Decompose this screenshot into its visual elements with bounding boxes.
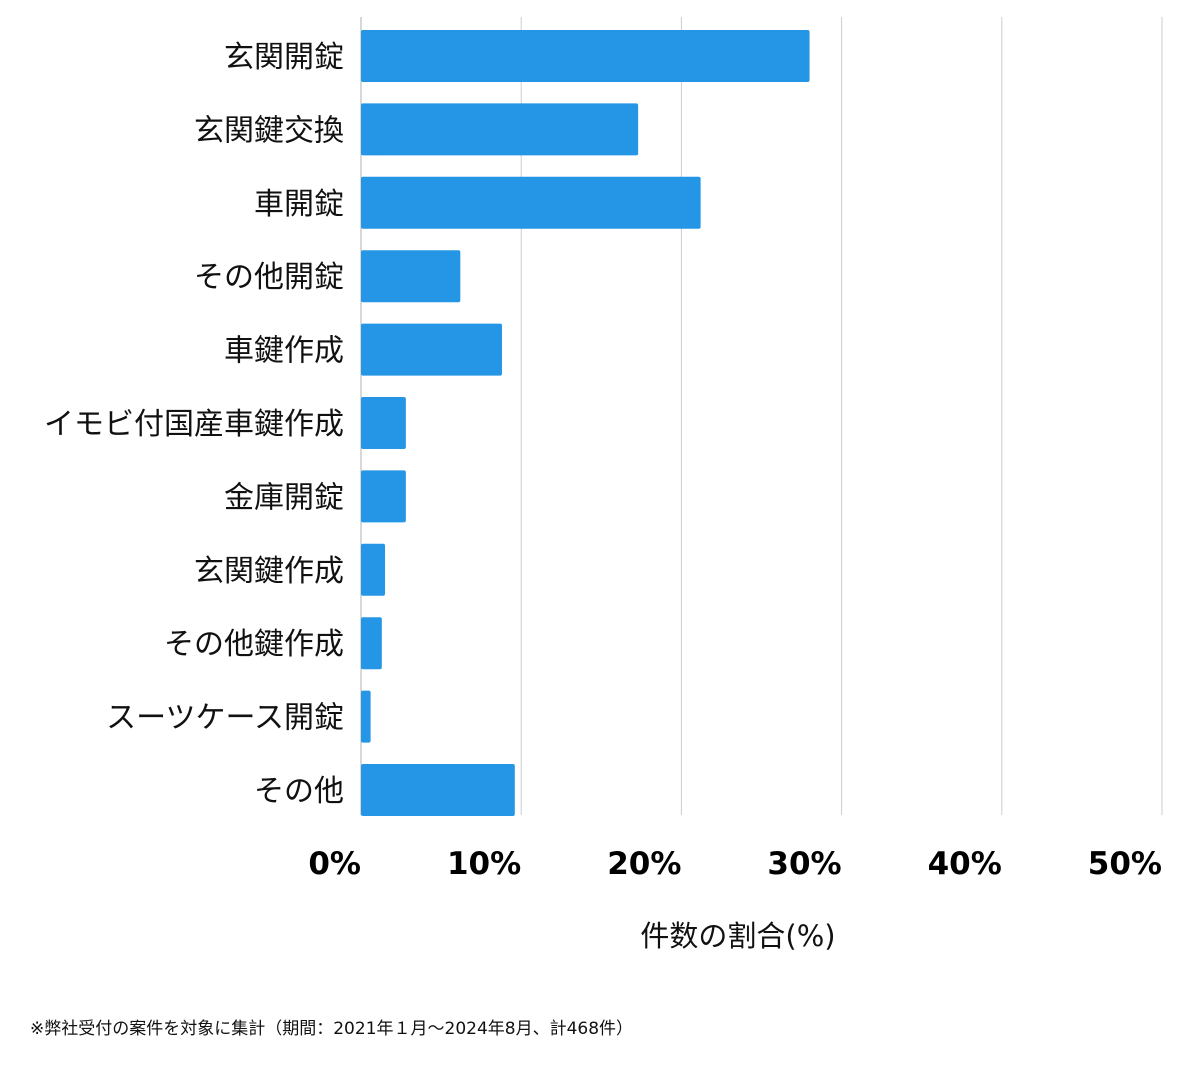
x-tick-label: 10% xyxy=(447,846,521,882)
bar xyxy=(361,103,639,156)
bar xyxy=(361,690,371,743)
category-label: その他 xyxy=(254,774,344,809)
x-tick-label: 40% xyxy=(928,846,1002,882)
x-tick-labels: 0% 10% 20% 30% 40% 50% xyxy=(308,846,1162,882)
bar xyxy=(361,30,810,82)
bars xyxy=(361,30,810,816)
bar xyxy=(361,250,461,303)
category-labels: 玄関開錠玄関鍵交換車開錠その他開錠車鍵作成イモビ付国産車鍵作成金庫開錠玄関鍵作成… xyxy=(44,40,344,809)
x-tick-label: 0% xyxy=(308,846,361,882)
bar xyxy=(361,176,701,229)
x-tick-label: 30% xyxy=(767,846,841,882)
footnote: ※弊社受付の案件を対象に集計（期間：2021年１月〜2024年8月、計468件） xyxy=(30,1019,634,1039)
category-label: その他開錠 xyxy=(194,260,344,295)
bar xyxy=(361,470,406,523)
bar-chart: 玄関開錠玄関鍵交換車開錠その他開錠車鍵作成イモビ付国産車鍵作成金庫開錠玄関鍵作成… xyxy=(44,17,1163,953)
category-label: 玄関鍵交換 xyxy=(194,113,344,148)
category-label: 車開錠 xyxy=(254,187,344,222)
x-tick-label: 20% xyxy=(607,846,681,882)
category-label: 玄関鍵作成 xyxy=(194,554,344,589)
bar xyxy=(361,397,406,449)
bar xyxy=(361,323,502,376)
x-tick-label: 50% xyxy=(1088,846,1162,882)
category-label: 車鍵作成 xyxy=(224,334,344,369)
category-label: 玄関開錠 xyxy=(224,40,344,75)
category-label: その他鍵作成 xyxy=(164,627,344,662)
bar xyxy=(361,764,515,816)
bar xyxy=(361,543,386,596)
category-label: スーツケース開錠 xyxy=(106,701,344,736)
x-axis-title: 件数の割合(%) xyxy=(640,919,835,953)
bar xyxy=(361,617,382,670)
category-label: イモビ付国産車鍵作成 xyxy=(44,407,344,442)
category-label: 金庫開錠 xyxy=(224,480,344,515)
